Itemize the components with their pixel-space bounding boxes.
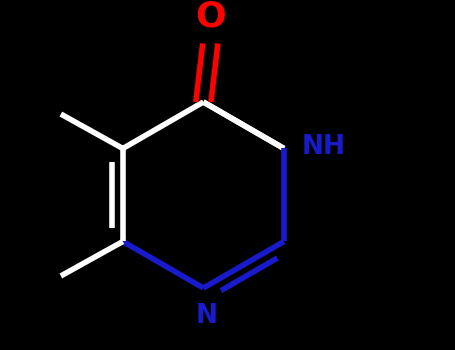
Text: NH: NH	[301, 134, 345, 160]
Text: O: O	[195, 0, 226, 33]
Text: N: N	[196, 303, 218, 329]
